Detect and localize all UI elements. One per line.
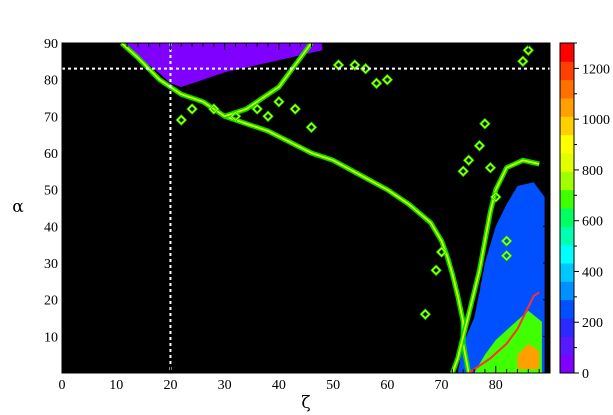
colorbar-tick-label: 400 bbox=[582, 265, 603, 280]
contour-island-core-25 bbox=[523, 45, 533, 55]
contour-island-core-18 bbox=[464, 155, 474, 165]
x-tick-label: 70 bbox=[435, 378, 449, 393]
colorbar-swatch bbox=[560, 61, 574, 81]
colorbar-swatch bbox=[560, 318, 574, 337]
x-axis-label: ζ bbox=[301, 393, 310, 413]
contour-island-core-20 bbox=[480, 119, 490, 129]
x-tick-label: 30 bbox=[218, 378, 232, 393]
y-tick-label: 90 bbox=[44, 37, 58, 52]
plot-frame bbox=[61, 42, 551, 374]
x-tick-label: 60 bbox=[380, 378, 394, 393]
colorbar-swatch bbox=[560, 79, 574, 99]
contour-island-core-15 bbox=[431, 265, 441, 275]
colorbar-swatch bbox=[560, 226, 574, 246]
x-tick-label: 50 bbox=[326, 378, 340, 393]
contour-island-core-10 bbox=[350, 60, 360, 70]
colorbar-tick-label: 600 bbox=[582, 215, 603, 230]
y-tick-label: 60 bbox=[44, 147, 58, 162]
contour-core-0 bbox=[121, 43, 470, 373]
colorbar-swatch bbox=[560, 336, 574, 356]
colorbar-swatch bbox=[560, 98, 574, 117]
contour-island-core-4 bbox=[252, 104, 262, 114]
colorbar-swatch bbox=[560, 189, 574, 209]
contour-island-core-19 bbox=[474, 141, 485, 151]
y-tick-label: 50 bbox=[44, 184, 58, 199]
colorbar-swatch bbox=[560, 43, 574, 62]
contour-island-core-5 bbox=[263, 111, 273, 121]
y-tick-label: 30 bbox=[44, 257, 58, 272]
contour-island-core-24 bbox=[501, 236, 512, 246]
contour-island-core-12 bbox=[371, 78, 382, 88]
contour-island-core-26 bbox=[518, 56, 528, 66]
contour-island-core-8 bbox=[306, 122, 317, 132]
contour-island-core-6 bbox=[274, 97, 284, 107]
contour-island-core-3 bbox=[230, 111, 241, 121]
contour-island-core-0 bbox=[176, 115, 186, 125]
colorbar-tick-label: 800 bbox=[582, 164, 603, 179]
y-tick-label: 40 bbox=[44, 220, 58, 235]
contour-island-core-13 bbox=[382, 75, 392, 85]
heatmap-region-3 bbox=[517, 343, 540, 370]
colorbar-frame bbox=[559, 42, 575, 374]
colorbar-swatch bbox=[560, 171, 574, 191]
colorbar-swatch bbox=[560, 134, 574, 154]
y-axis-label: α bbox=[12, 197, 24, 217]
colorbar-swatch bbox=[560, 299, 574, 319]
colorbar-tick-label: 200 bbox=[582, 316, 603, 331]
colorbar-swatch bbox=[560, 153, 574, 172]
heatmap-region-0 bbox=[127, 43, 323, 87]
contour-island-core-16 bbox=[436, 247, 447, 257]
x-tick-label: 20 bbox=[163, 378, 177, 393]
y-tick-label: 20 bbox=[44, 294, 58, 309]
colorbar-swatch bbox=[560, 116, 574, 136]
colorbar-tick-label: 1000 bbox=[582, 113, 610, 128]
x-tick-label: 0 bbox=[59, 378, 66, 393]
contour-island-core-22 bbox=[491, 192, 501, 202]
contour-island-core-11 bbox=[360, 64, 371, 74]
colorbar-swatch bbox=[560, 263, 574, 282]
contour-island-core-21 bbox=[485, 163, 496, 173]
contour-core-2 bbox=[451, 159, 540, 373]
contour-island-core-1 bbox=[187, 104, 197, 114]
colorbar-tick-label: 1200 bbox=[582, 62, 610, 77]
colorbar-swatch bbox=[560, 244, 574, 264]
colorbar-swatch bbox=[560, 281, 574, 301]
contour-line-3 bbox=[468, 291, 540, 373]
y-tick-label: 10 bbox=[44, 330, 58, 345]
x-tick-label: 40 bbox=[272, 378, 286, 393]
contour-island-core-2 bbox=[209, 104, 219, 114]
colorbar-swatch bbox=[560, 354, 574, 374]
contour-island-core-14 bbox=[420, 309, 430, 319]
x-tick-label: 10 bbox=[109, 378, 123, 393]
colorbar-swatch bbox=[560, 208, 574, 227]
x-tick-label: 80 bbox=[489, 378, 503, 393]
contour-island-core-17 bbox=[458, 166, 468, 176]
y-tick-label: 70 bbox=[44, 110, 58, 125]
y-tick-label: 80 bbox=[44, 74, 58, 89]
contour-island-core-7 bbox=[290, 104, 300, 114]
colorbar-tick-label: 0 bbox=[582, 367, 589, 382]
contour-core-1 bbox=[224, 43, 313, 118]
contour-island-core-23 bbox=[501, 251, 512, 261]
